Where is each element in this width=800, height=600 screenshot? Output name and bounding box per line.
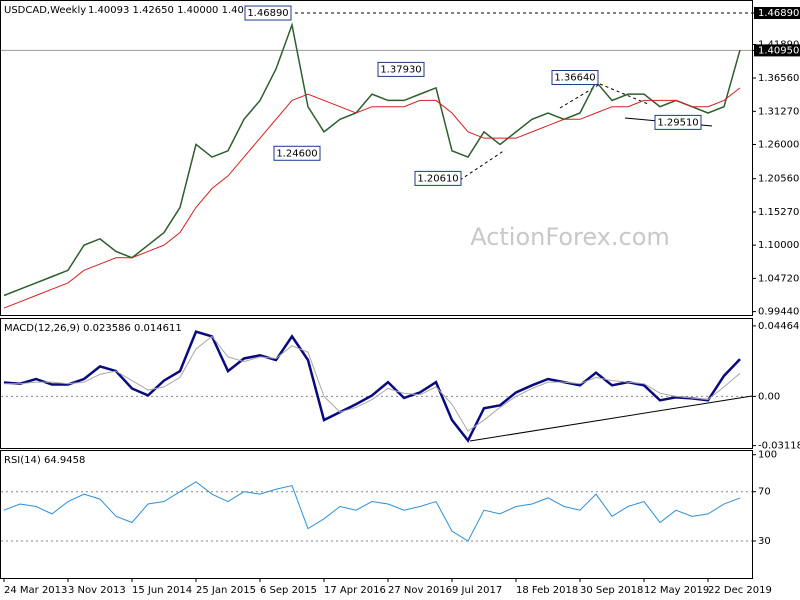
x-tick-label: 25 Jan 2015 — [196, 585, 256, 596]
y-tick-label: 1.36560 — [758, 73, 799, 84]
series-line — [3, 87, 741, 309]
series-line — [3, 330, 741, 443]
trend-line — [559, 83, 601, 109]
price-panel — [0, 0, 753, 316]
annotation-label: 1.36640 — [554, 73, 595, 84]
watermark: ActionForex.com — [470, 223, 670, 251]
annotation-box — [654, 114, 702, 130]
panel-title: RSI(14) 64.9458 — [4, 455, 85, 466]
panel-title: MACD(12,26,9) 0.023586 0.014611 — [4, 323, 182, 334]
x-tick-label: 30 Sep 2018 — [580, 585, 643, 596]
y-tick-label: 0.00 — [758, 391, 780, 402]
y-tick-label: 70 — [758, 487, 771, 498]
x-tick-label: 17 Apr 2016 — [324, 585, 386, 596]
y-tick-label: 1.26000 — [758, 139, 799, 150]
tick-highlight — [754, 7, 800, 20]
panel-title: USDCAD,Weekly — [4, 5, 86, 16]
annotation-label: 1.20610 — [417, 173, 458, 184]
annotation-label: 1.37930 — [380, 64, 421, 75]
rsi-panel — [0, 450, 753, 579]
x-tick-label: 22 Dec 2019 — [708, 585, 772, 596]
x-tick-label: 12 May 2019 — [644, 585, 709, 596]
x-tick-label: 15 Jun 2014 — [132, 585, 192, 596]
annotation-label: 1.46890 — [247, 8, 288, 19]
x-tick-label: 6 Sep 2015 — [260, 585, 317, 596]
series-line — [3, 481, 741, 542]
annotation-box — [244, 5, 292, 21]
x-tick-label: 9 Jul 2017 — [452, 585, 502, 596]
y-tick-label: 1.46890 — [758, 8, 799, 19]
x-tick-label: 18 Feb 2018 — [516, 585, 578, 596]
annotation-box — [273, 145, 321, 161]
annotation-box — [414, 170, 462, 186]
y-tick-label: 1.10000 — [758, 240, 799, 251]
y-tick-label: 1.20560 — [758, 174, 799, 185]
x-tick-label: 3 Nov 2013 — [68, 585, 126, 596]
y-tick-label: 0.044642 — [758, 321, 800, 332]
panel-subtitle: 1.40093 1.42650 1.40000 1.40950 — [88, 5, 263, 16]
y-tick-label: -0.031183 — [758, 441, 800, 452]
trend-line — [469, 395, 753, 442]
y-tick-label: 30 — [758, 536, 771, 547]
macd-panel — [0, 318, 753, 449]
trend-line — [459, 149, 506, 181]
y-tick-label: 1.40950 — [758, 45, 799, 56]
series-line — [3, 22, 741, 297]
annotation-box — [377, 61, 425, 77]
y-tick-label: 1.15270 — [758, 207, 799, 218]
tick-highlight — [754, 44, 800, 57]
trend-line — [599, 83, 649, 105]
y-tick-label: 100 — [758, 450, 777, 461]
y-tick-label: 1.31270 — [758, 106, 799, 117]
annotation-label: 1.24600 — [276, 148, 317, 159]
x-tick-label: 27 Nov 2016 — [388, 585, 452, 596]
y-tick-label: 0.99440 — [758, 307, 799, 318]
y-tick-label: 1.04720 — [758, 273, 799, 284]
x-tick-label: 24 Mar 2013 — [4, 585, 67, 596]
annotation-box — [551, 70, 599, 86]
series-line — [4, 335, 741, 432]
annotation-label: 1.29510 — [657, 117, 698, 128]
